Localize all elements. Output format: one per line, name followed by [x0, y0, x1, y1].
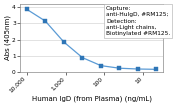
Y-axis label: Abs (405nm): Abs (405nm) — [4, 15, 11, 60]
X-axis label: Human IgD (from Plasma) (ng/mL): Human IgD (from Plasma) (ng/mL) — [32, 95, 152, 102]
Text: Capture:
anti-HuIgD, #RM125;
Detection:
anti-Light chains,
Biotinylated #RM125.: Capture: anti-HuIgD, #RM125; Detection: … — [106, 6, 170, 36]
